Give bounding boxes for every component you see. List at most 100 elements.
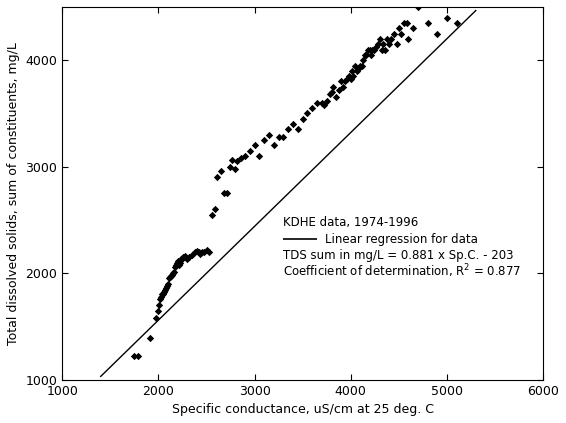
Point: [177, 256, 186, 263]
Point: [161, 285, 170, 291]
Point: [222, 190, 231, 197]
Point: [170, 264, 179, 270]
Point: [303, 110, 312, 117]
Text: KDHE data, 1974-1996: KDHE data, 1974-1996: [284, 216, 419, 228]
Point: [359, 57, 368, 63]
Point: [361, 52, 370, 58]
Point: [414, 3, 423, 10]
Point: [158, 291, 167, 298]
Point: [367, 46, 376, 53]
Point: [192, 247, 201, 254]
Point: [154, 308, 163, 315]
Point: [173, 258, 182, 265]
Point: [274, 134, 283, 140]
Point: [199, 248, 208, 255]
Point: [152, 314, 161, 321]
Point: [327, 89, 336, 96]
Point: [202, 246, 211, 253]
Point: [225, 163, 234, 170]
Point: [165, 275, 174, 282]
Point: [231, 165, 240, 172]
Point: [350, 62, 359, 69]
Point: [158, 291, 168, 298]
Point: [318, 99, 327, 106]
Point: [379, 41, 388, 48]
Point: [377, 46, 386, 53]
Point: [366, 52, 375, 58]
Point: [389, 30, 398, 37]
Text: Linear regression for data: Linear regression for data: [325, 233, 478, 246]
Point: [134, 353, 143, 360]
Point: [373, 41, 382, 48]
Point: [308, 105, 317, 112]
Point: [433, 30, 442, 37]
Point: [155, 302, 164, 308]
Point: [162, 283, 171, 289]
Point: [176, 257, 185, 264]
Point: [260, 137, 269, 143]
Point: [329, 83, 338, 90]
Point: [354, 65, 363, 72]
Point: [190, 248, 199, 255]
Point: [423, 19, 432, 26]
Point: [371, 44, 380, 51]
Point: [387, 36, 396, 42]
X-axis label: Specific conductance, uS/cm at 25 deg. C: Specific conductance, uS/cm at 25 deg. C: [171, 403, 434, 416]
Point: [157, 293, 166, 300]
Point: [352, 67, 361, 74]
Point: [175, 259, 184, 266]
Point: [375, 36, 384, 42]
Point: [172, 259, 181, 266]
Point: [245, 147, 254, 154]
Text: TDS sum in mg/L = 0.881 x Sp.C. - 203: TDS sum in mg/L = 0.881 x Sp.C. - 203: [284, 249, 514, 261]
Point: [383, 36, 392, 42]
Point: [337, 78, 346, 85]
Point: [194, 248, 203, 255]
Point: [338, 83, 348, 90]
Point: [130, 353, 139, 360]
Y-axis label: Total dissolved solids, sum of constituents, mg/L: Total dissolved solids, sum of constitue…: [7, 42, 20, 345]
Point: [396, 30, 405, 37]
Point: [385, 41, 394, 48]
Point: [179, 254, 188, 261]
Point: [197, 248, 206, 255]
Point: [325, 91, 334, 98]
Point: [216, 168, 225, 174]
Point: [187, 252, 196, 258]
Point: [381, 46, 390, 53]
Point: [174, 261, 183, 268]
Text: Coefficient of determination, R$^{2}$ = 0.877: Coefficient of determination, R$^{2}$ = …: [284, 262, 521, 280]
Point: [195, 250, 204, 257]
Point: [358, 62, 367, 69]
Point: [171, 261, 180, 268]
Point: [227, 157, 236, 164]
Point: [250, 142, 259, 149]
Point: [452, 19, 461, 26]
Point: [264, 131, 273, 138]
Point: [342, 76, 351, 83]
Point: [363, 46, 372, 53]
Point: [362, 52, 371, 58]
Point: [402, 19, 411, 26]
Point: [183, 256, 192, 263]
Point: [298, 115, 307, 122]
Point: [284, 126, 293, 133]
Point: [208, 211, 217, 218]
Point: [219, 190, 228, 197]
Point: [289, 121, 298, 127]
Point: [404, 36, 413, 42]
Point: [348, 73, 357, 80]
Point: [237, 155, 246, 162]
Point: [269, 142, 278, 149]
Point: [322, 97, 331, 104]
Point: [169, 269, 178, 275]
Point: [346, 76, 355, 83]
Point: [279, 134, 288, 140]
Point: [443, 14, 452, 21]
Point: [233, 158, 242, 165]
Point: [341, 78, 350, 85]
Point: [205, 248, 214, 255]
Point: [161, 287, 170, 294]
Point: [293, 126, 302, 133]
Point: [241, 153, 250, 159]
